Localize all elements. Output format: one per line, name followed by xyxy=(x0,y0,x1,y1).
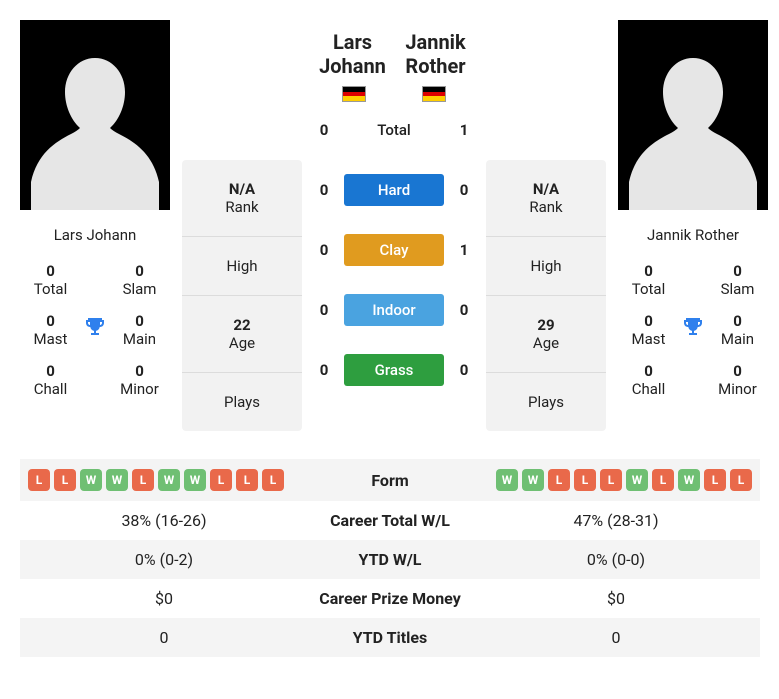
surface-label-grass[interactable]: Grass xyxy=(344,354,444,386)
player2-photo xyxy=(618,20,768,210)
h2h-player2-name: Jannik Rother xyxy=(397,30,474,78)
h2h-column: Lars Johann Jannik Rother 0Total1 0Hard0… xyxy=(314,20,474,386)
comparison-row-career-wl: 38% (16-26) Career Total W/L 47% (28-31) xyxy=(20,501,760,540)
form-pill: W xyxy=(522,469,544,491)
player2-card: Jannik Rother 0Total 0Slam 0Mast 0Main 0… xyxy=(618,20,768,412)
form-pill: L xyxy=(28,469,50,491)
p2-title-total: 0Total xyxy=(618,262,679,298)
form-pill: W xyxy=(184,469,206,491)
p1-title-main: 0Main xyxy=(109,312,170,348)
surface-label-clay[interactable]: Clay xyxy=(344,234,444,266)
player1-photo xyxy=(20,20,170,210)
p1-title-mast: 0Mast xyxy=(20,312,81,348)
p1-form: LLWWLWWLLL xyxy=(28,469,300,491)
surface-label-indoor[interactable]: Indoor xyxy=(344,294,444,326)
form-pill: L xyxy=(574,469,596,491)
p1-title-chall: 0Chall xyxy=(20,362,81,398)
p2-title-slam: 0Slam xyxy=(707,262,768,298)
player2-name: Jannik Rother xyxy=(618,210,768,258)
form-pill: L xyxy=(600,469,622,491)
comparison-row-form: LLWWLWWLLL Form WWLLLWLWLL xyxy=(20,459,760,501)
p2-title-mast: 0Mast xyxy=(618,312,679,348)
form-pill: L xyxy=(262,469,284,491)
form-pill: L xyxy=(704,469,726,491)
form-pill: L xyxy=(730,469,752,491)
p1-title-total: 0Total xyxy=(20,262,81,298)
p1-title-slam: 0Slam xyxy=(109,262,170,298)
p2-title-main: 0Main xyxy=(707,312,768,348)
form-pill: L xyxy=(548,469,570,491)
comparison-row-ytd-wl: 0% (0-2) YTD W/L 0% (0-0) xyxy=(20,540,760,579)
player1-stats-card: N/ARank High 22Age Plays xyxy=(182,160,302,431)
comparison-table: LLWWLWWLLL Form WWLLLWLWLL 38% (16-26) C… xyxy=(20,459,760,657)
h2h-player1-name: Lars Johann xyxy=(314,30,391,78)
player2-titles-grid: 0Total 0Slam 0Mast 0Main 0Chall 0Minor xyxy=(618,258,768,412)
form-pill: W xyxy=(678,469,700,491)
comparison-row-prize: $0 Career Prize Money $0 xyxy=(20,579,760,618)
germany-flag-icon xyxy=(422,86,446,102)
form-pill: L xyxy=(210,469,232,491)
form-pill: L xyxy=(236,469,258,491)
form-pill: W xyxy=(158,469,180,491)
form-pill: W xyxy=(106,469,128,491)
player2-stats-card: N/ARank High 29Age Plays xyxy=(486,160,606,431)
form-pill: L xyxy=(54,469,76,491)
surface-label-total: Total xyxy=(344,114,444,146)
form-pill: W xyxy=(496,469,518,491)
player1-titles-grid: 0Total 0Slam 0Mast 0Main 0Chall 0Minor xyxy=(20,258,170,412)
form-pill: W xyxy=(80,469,102,491)
player1-name: Lars Johann xyxy=(20,210,170,258)
surface-label-hard[interactable]: Hard xyxy=(344,174,444,206)
germany-flag-icon xyxy=(342,86,366,102)
p2-title-chall: 0Chall xyxy=(618,362,679,398)
p2-form: WWLLLWLWLL xyxy=(480,469,752,491)
form-pill: L xyxy=(132,469,154,491)
trophy-icon xyxy=(679,315,707,345)
p1-title-minor: 0Minor xyxy=(109,362,170,398)
player1-card: Lars Johann 0Total 0Slam 0Mast 0Main 0Ch… xyxy=(20,20,170,412)
form-pill: L xyxy=(652,469,674,491)
form-pill: W xyxy=(626,469,648,491)
trophy-icon xyxy=(81,315,109,345)
comparison-row-ytd-titles: 0 YTD Titles 0 xyxy=(20,618,760,657)
p2-title-minor: 0Minor xyxy=(707,362,768,398)
